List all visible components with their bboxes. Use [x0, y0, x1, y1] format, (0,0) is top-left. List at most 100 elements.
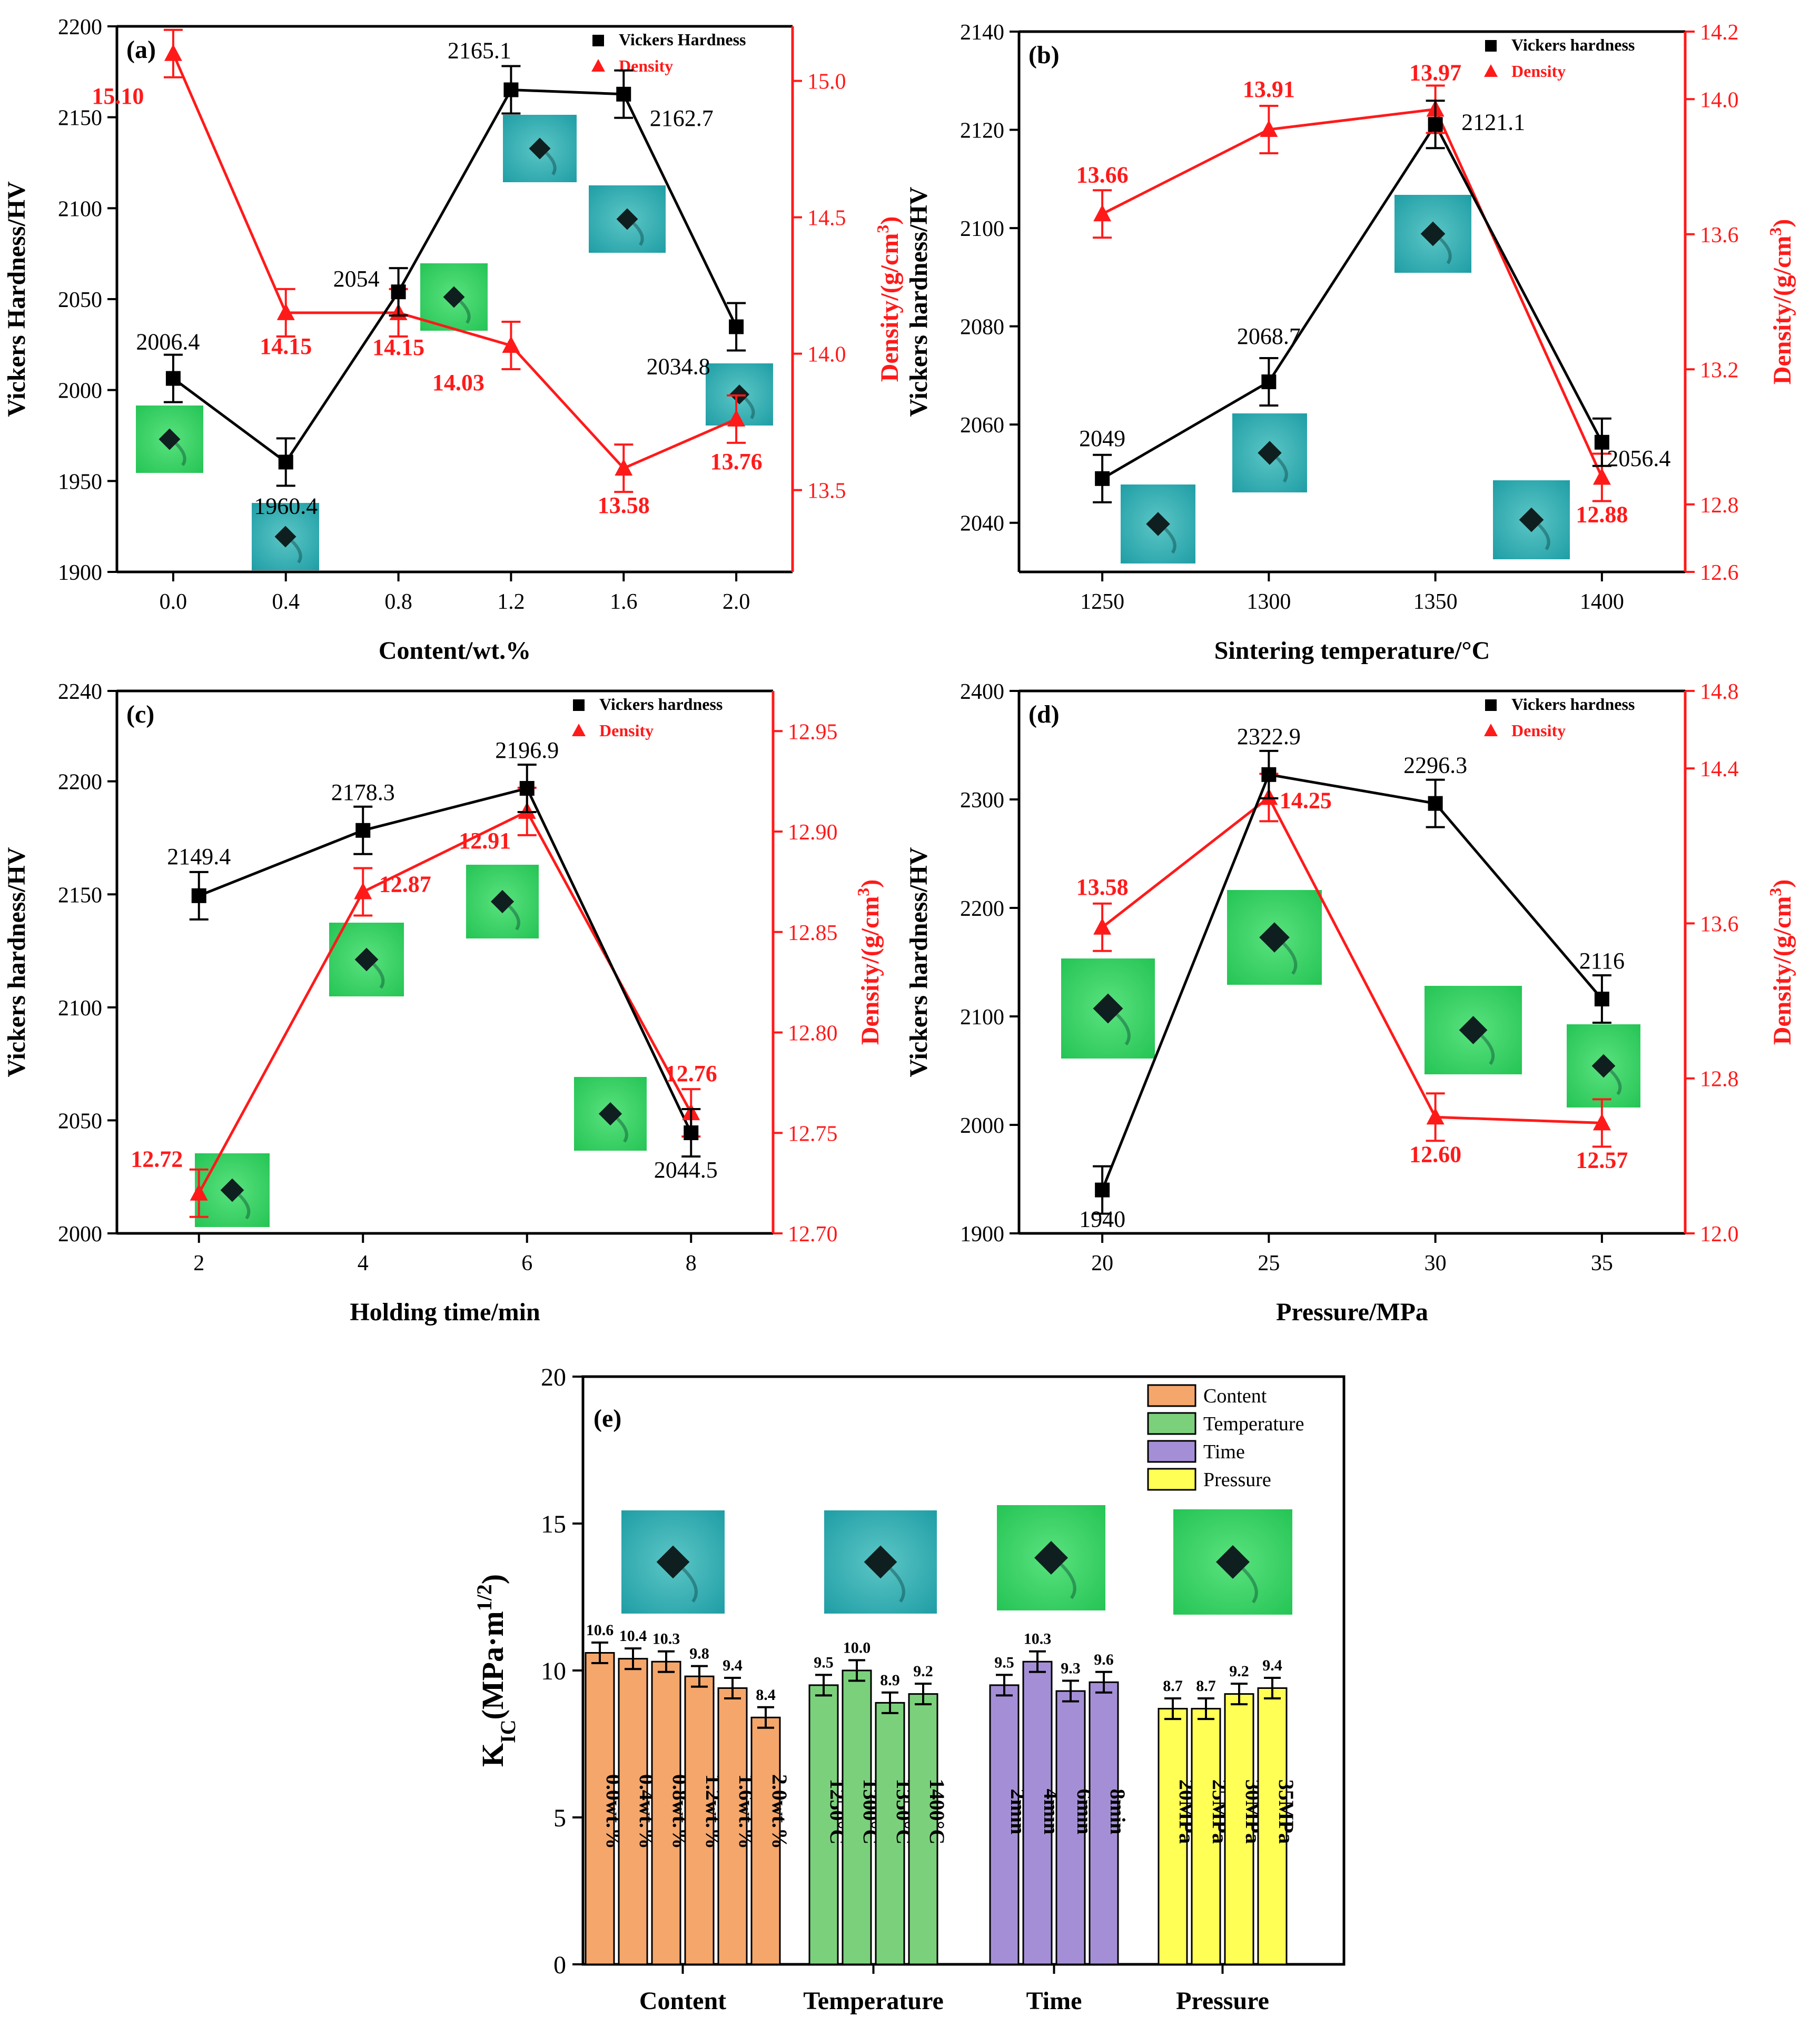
- left-tick-label: 2200: [960, 897, 1004, 921]
- bar-value-label: 9.4: [1262, 1657, 1282, 1674]
- left-tick-label: 1900: [960, 1222, 1004, 1247]
- indentation-micrograph: [195, 1153, 270, 1227]
- right-axis-title: Density/(g/cm3): [1766, 219, 1796, 385]
- right-axis-title-main: Density/(g/cm: [1768, 896, 1796, 1045]
- hardness-data-label: 2296.3: [1403, 753, 1467, 778]
- density-data-label: 12.87: [379, 871, 431, 897]
- crack-mark: [1537, 523, 1550, 550]
- density-data-label: 13.97: [1409, 60, 1461, 85]
- x-tick-label: 1350: [1413, 590, 1458, 614]
- legend-swatch: [1147, 1384, 1196, 1407]
- density-point: [190, 1183, 208, 1201]
- x-tick-label: 1300: [1247, 590, 1291, 614]
- indentation-micrograph: [329, 923, 404, 996]
- y-tick-label: 0: [553, 1951, 566, 1979]
- hardness-line: [198, 787, 693, 1134]
- hardness-data-label: 1940: [1079, 1207, 1125, 1232]
- bar-value-label: 10.0: [843, 1639, 871, 1656]
- hardness-data-label: 2196.9: [495, 737, 559, 763]
- panel-label: (c): [126, 700, 154, 728]
- left-tick-label: 2150: [58, 106, 102, 131]
- legend-label: Pressure: [1203, 1469, 1271, 1491]
- bar-value-label: 8.7: [1196, 1677, 1216, 1695]
- x-tick-label: 35: [1591, 1251, 1613, 1275]
- indent-mark: [354, 947, 379, 972]
- hardness-line: [1101, 122, 1604, 480]
- left-tick-label: 1950: [58, 470, 102, 494]
- hardness-point: [1594, 434, 1609, 450]
- hardness-data-label: 2068.7: [1237, 323, 1301, 349]
- x-tick-label: 1400: [1580, 590, 1624, 614]
- crack-mark: [508, 905, 520, 931]
- crack-mark: [1439, 238, 1452, 264]
- crack-mark: [372, 963, 385, 989]
- indent-mark: [1093, 993, 1123, 1024]
- hardness-data-label: 2178.3: [331, 779, 395, 805]
- density-data-label: 14.15: [260, 333, 312, 359]
- indentation-micrograph: [997, 1505, 1105, 1610]
- panel-label: (d): [1028, 700, 1060, 728]
- right-tick-label: 13.6: [1700, 912, 1739, 936]
- x-tick-label: 2.0: [723, 590, 750, 614]
- left-tick-label: 2200: [58, 15, 102, 39]
- hardness-point: [519, 780, 535, 796]
- right-tick-label: 14.0: [1700, 88, 1739, 112]
- left-tick-label: 1900: [58, 561, 102, 585]
- right-tick-label: 12.8: [1700, 493, 1739, 518]
- hardness-line: [1101, 773, 1603, 1191]
- hardness-data-label: 2165.1: [448, 38, 511, 64]
- indent-mark: [220, 1178, 244, 1202]
- indentation-micrograph: [420, 263, 488, 331]
- indentation-micrograph: [621, 1510, 725, 1614]
- indent-mark: [1459, 1016, 1488, 1044]
- right-tick-label: 12.6: [1700, 561, 1739, 585]
- right-axis-title: Density/(g/cm3): [1766, 879, 1796, 1045]
- indentation-micrograph: [466, 865, 539, 938]
- panel-c: 2000 2050 2100 2150 2200 2240 12.70 12.75 12.80 1…: [3, 680, 884, 1326]
- indent-mark: [529, 137, 551, 160]
- legend-label: Temperature: [1203, 1413, 1304, 1435]
- hardness-point: [616, 86, 631, 102]
- left-tick-label: 2000: [960, 1114, 1004, 1138]
- bar-value-label: 10.6: [586, 1621, 614, 1639]
- indentation-micrograph: [589, 185, 666, 253]
- bar: [585, 1652, 615, 1965]
- y-tick-label: 5: [553, 1804, 566, 1832]
- crack-mark: [889, 1567, 905, 1603]
- left-tick-label: 2100: [58, 996, 102, 1021]
- hardness-data-label: 2116: [1579, 948, 1625, 974]
- right-tick-label: 14.4: [1700, 757, 1739, 782]
- indent-mark: [1519, 507, 1544, 532]
- indentation-micrograph: [503, 115, 577, 182]
- indent-mark: [1146, 512, 1170, 536]
- indent-mark: [274, 526, 296, 548]
- legend-density-marker: [1484, 64, 1498, 77]
- indent-mark: [443, 286, 465, 308]
- right-axis-title-end: ): [856, 879, 884, 888]
- density-point: [354, 882, 372, 899]
- density-line: [1101, 107, 1604, 478]
- x-tick-label: 30: [1425, 1251, 1447, 1275]
- density-data-label: 12.60: [1409, 1141, 1461, 1167]
- x-tick-label: 8: [686, 1251, 697, 1275]
- bar: [1158, 1708, 1188, 1965]
- right-axis-title: Density/(g/cm3): [854, 879, 884, 1045]
- right-axis-title-main: Density/(g/cm: [876, 233, 904, 382]
- density-point: [727, 409, 746, 427]
- group-label: Pressure: [1176, 1987, 1269, 2015]
- bar-value-label: 9.2: [913, 1663, 933, 1680]
- crack-mark: [545, 152, 557, 175]
- right-axis-title: Density/(g/cm3): [873, 216, 904, 382]
- density-data-label: 13.91: [1243, 76, 1295, 102]
- bar-value-label: 10.3: [652, 1630, 680, 1648]
- density-data-label: 14.03: [432, 370, 484, 395]
- density-point: [164, 44, 182, 61]
- right-tick-label: 14.5: [807, 206, 846, 231]
- hardness-data-label: 2044.5: [654, 1157, 718, 1183]
- group-label: Temperature: [803, 1987, 944, 2015]
- x-axis-title: Content/wt.%: [379, 637, 531, 665]
- hardness-data-label: 2162.7: [650, 105, 714, 131]
- density-data-label: 15.10: [92, 83, 144, 109]
- legend-density-marker: [591, 59, 605, 72]
- indent-mark: [490, 889, 515, 914]
